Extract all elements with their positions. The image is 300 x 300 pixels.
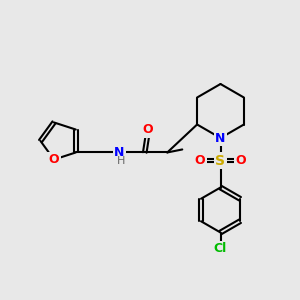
- Text: Cl: Cl: [214, 242, 227, 256]
- Text: O: O: [195, 154, 206, 167]
- Text: N: N: [114, 146, 124, 159]
- Text: O: O: [142, 124, 153, 136]
- Text: O: O: [236, 154, 246, 167]
- Text: O: O: [49, 153, 59, 166]
- Text: S: S: [215, 154, 226, 167]
- Text: H: H: [117, 156, 126, 166]
- Text: N: N: [215, 131, 226, 145]
